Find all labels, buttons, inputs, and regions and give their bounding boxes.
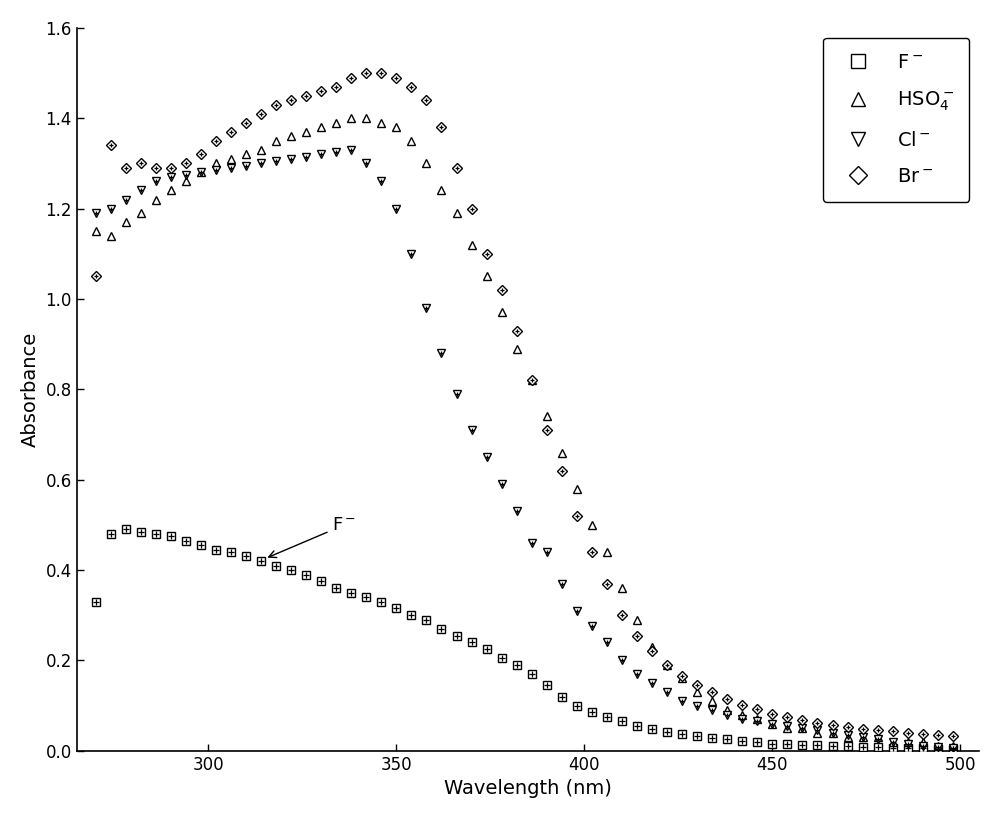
Text: $\rm F^-$: $\rm F^-$ xyxy=(269,516,357,558)
X-axis label: Wavelength (nm): Wavelength (nm) xyxy=(444,779,612,799)
Y-axis label: Absorbance: Absorbance xyxy=(21,332,40,447)
Legend: $\rm F^-$, $\rm HSO_4^-$, $\rm Cl^-$, $\rm Br^-$: $\rm F^-$, $\rm HSO_4^-$, $\rm Cl^-$, $\… xyxy=(823,38,969,201)
